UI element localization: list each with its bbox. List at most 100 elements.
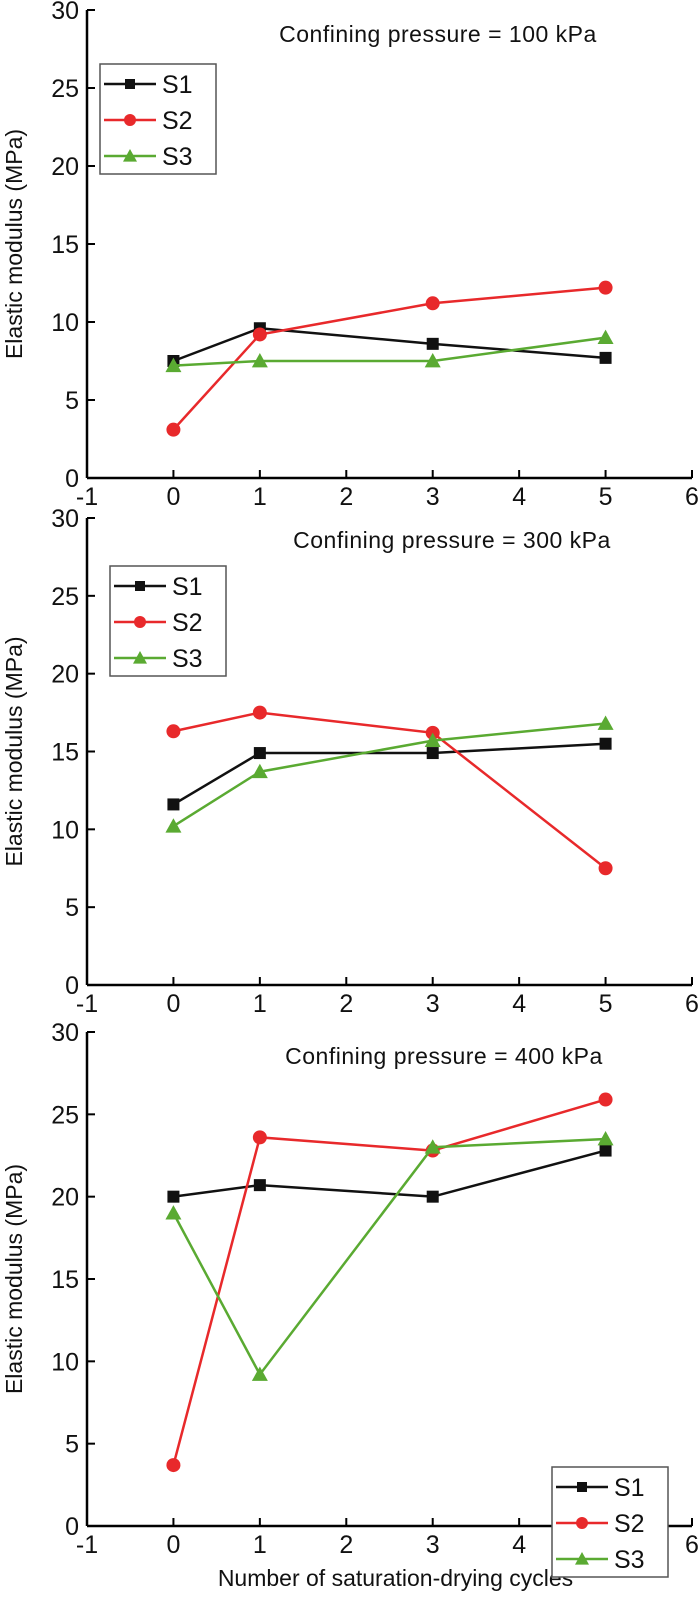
- legend-label: S2: [614, 1510, 645, 1538]
- y-tick-label: 15: [51, 739, 79, 767]
- legend-marker-circle: [124, 114, 136, 126]
- legend-marker-triangle: [133, 651, 147, 664]
- x-tick-label: 1: [253, 483, 267, 511]
- legend-marker-triangle: [123, 149, 137, 162]
- series-line: [172, 286, 606, 431]
- x-tick-label: 5: [599, 483, 613, 511]
- x-axis-label: Number of saturation-drying cycles: [218, 1565, 573, 1591]
- x-tick-label: 0: [166, 483, 180, 511]
- y-tick-label: 30: [51, 1019, 79, 1047]
- x-tick-label: 5: [599, 990, 613, 1018]
- legend-label: S1: [172, 573, 203, 601]
- series-line: [172, 1098, 606, 1466]
- data-point: [165, 357, 182, 373]
- x-tick-label: -1: [76, 990, 98, 1018]
- series-line: [172, 1137, 606, 1377]
- y-tick-label: 5: [65, 894, 79, 922]
- series-s2: [166, 1092, 613, 1473]
- series-line: [173, 711, 607, 870]
- x-tick-label: 6: [685, 483, 699, 511]
- series-s3: [165, 1131, 614, 1381]
- x-tick-label: -1: [76, 1531, 98, 1559]
- y-tick-label: 25: [51, 1101, 79, 1129]
- x-tick-label: 0: [166, 990, 180, 1018]
- x-tick-label: 6: [685, 1531, 699, 1559]
- y-axis-label: Elastic modulus (MPa): [1, 129, 27, 359]
- data-point: [252, 705, 267, 720]
- legend: S1 S2 S3: [109, 565, 227, 677]
- data-point: [252, 327, 267, 342]
- x-tick-label: 4: [512, 483, 526, 511]
- x-tick-label: 0: [166, 1531, 180, 1559]
- legend-label: S1: [614, 1474, 645, 1502]
- data-point: [599, 737, 612, 750]
- x-tick-label: 1: [253, 990, 267, 1018]
- x-tick-label: 4: [512, 990, 526, 1018]
- y-tick-label: 5: [65, 387, 79, 415]
- y-tick-label: 0: [65, 972, 79, 1000]
- y-tick-label: 10: [51, 816, 79, 844]
- data-point: [598, 280, 613, 295]
- series-s3: [165, 329, 614, 373]
- chart-title: Confining pressure = 400 kPa: [285, 1043, 603, 1069]
- x-tick-label: 3: [426, 990, 440, 1018]
- data-point: [599, 351, 612, 364]
- legend-label: S2: [162, 107, 193, 135]
- series-s2: [166, 705, 613, 876]
- data-point: [598, 1092, 613, 1107]
- data-point: [251, 763, 268, 779]
- x-tick-label: -1: [76, 483, 98, 511]
- y-tick-label: 0: [65, 1513, 79, 1541]
- y-tick-label: 15: [51, 1266, 79, 1294]
- y-tick-label: 20: [51, 661, 79, 689]
- legend-label: S3: [162, 143, 193, 171]
- legend-label: S2: [172, 609, 203, 637]
- data-point: [166, 1458, 181, 1473]
- x-tick-label: 3: [426, 1531, 440, 1559]
- x-tick-label: 2: [339, 483, 353, 511]
- data-point: [167, 798, 180, 811]
- x-tick-label: 4: [512, 1531, 526, 1559]
- legend-marker-square: [577, 1482, 587, 1492]
- chart-title: Confining pressure = 300 kPa: [293, 527, 611, 553]
- y-tick-label: 30: [51, 505, 79, 533]
- data-point: [167, 1190, 180, 1203]
- data-point: [251, 1366, 268, 1381]
- legend-marker-square: [135, 581, 145, 591]
- legend-marker-triangle: [575, 1552, 589, 1565]
- legend: S1 S2 S3: [551, 1466, 669, 1578]
- y-tick-label: 10: [51, 1348, 79, 1376]
- x-tick-label: 2: [339, 1531, 353, 1559]
- y-axis-label: Elastic modulus (MPa): [1, 1164, 27, 1394]
- data-point: [424, 1139, 441, 1154]
- data-point: [597, 715, 614, 730]
- y-tick-label: 5: [65, 1431, 79, 1459]
- data-point: [597, 329, 614, 344]
- series-s1: [167, 1144, 612, 1203]
- data-point: [425, 296, 440, 311]
- y-tick-label: 15: [51, 231, 79, 259]
- y-tick-label: 25: [51, 75, 79, 103]
- data-point: [426, 337, 439, 350]
- y-tick-label: 20: [51, 1184, 79, 1212]
- chart-title: Confining pressure = 100 kPa: [279, 21, 597, 47]
- data-point: [426, 747, 439, 760]
- y-tick-label: 20: [51, 153, 79, 181]
- y-tick-label: 25: [51, 583, 79, 611]
- data-point: [598, 861, 613, 876]
- series-line: [172, 326, 606, 363]
- data-point: [424, 732, 441, 748]
- legend-label: S1: [162, 71, 193, 99]
- data-point: [252, 1130, 267, 1145]
- data-point: [253, 747, 266, 760]
- series-line: [172, 722, 606, 828]
- data-point: [597, 1131, 614, 1146]
- x-tick-label: 1: [253, 1531, 267, 1559]
- y-tick-label: 0: [65, 465, 79, 493]
- y-axis-label: Elastic modulus (MPa): [1, 636, 27, 866]
- x-tick-label: 6: [685, 990, 699, 1018]
- data-point: [166, 724, 181, 739]
- legend-marker-square: [125, 79, 135, 89]
